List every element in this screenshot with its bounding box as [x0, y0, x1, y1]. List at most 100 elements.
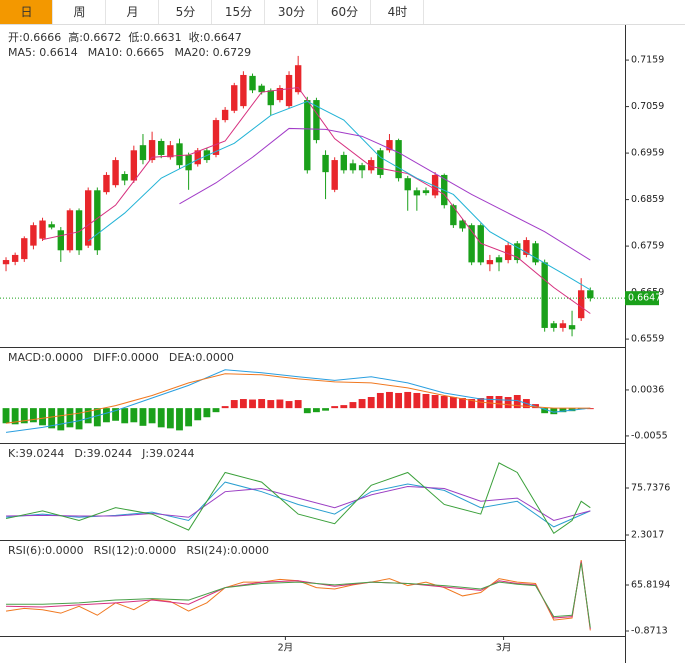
macd-bar	[221, 406, 229, 409]
legend-entry: MA10: 0.6665	[88, 46, 165, 59]
y-tick-label: -0.8713	[631, 626, 668, 637]
legend-entry: RSI(6):0.0000	[8, 544, 84, 557]
candle-body	[413, 190, 421, 196]
macd-bar	[449, 397, 457, 409]
tab[interactable]: 30分	[265, 0, 318, 24]
y-tick-label: 2.3017	[631, 530, 664, 541]
tab-label[interactable]: 60分	[331, 5, 358, 19]
candle-body	[84, 190, 92, 246]
tab-background[interactable]	[371, 0, 423, 24]
tab[interactable]: 月	[106, 0, 159, 24]
candle-body	[523, 240, 530, 255]
tab-background[interactable]	[265, 0, 317, 24]
legend-entry: MACD:0.0000	[8, 351, 83, 364]
macd-bar	[486, 396, 494, 409]
macd-bar	[212, 408, 220, 413]
x-tick-label: 2月	[278, 643, 294, 654]
candle-body	[532, 243, 539, 263]
macd-bar	[203, 408, 211, 418]
macd-bar	[84, 408, 92, 424]
candle-body	[240, 74, 247, 107]
candle-body	[431, 174, 439, 196]
tab-label[interactable]: 15分	[225, 5, 252, 19]
tab[interactable]: 4时	[371, 0, 424, 24]
macd-bar	[495, 396, 503, 409]
macd-bar	[313, 408, 320, 413]
tab-background[interactable]	[318, 0, 370, 24]
candle-body	[395, 140, 402, 179]
candle-body	[304, 100, 311, 171]
macd-bar	[249, 399, 256, 409]
candle-body	[313, 100, 320, 141]
macd-bar	[185, 408, 193, 427]
tab-label[interactable]: 日	[20, 5, 32, 19]
candle-body	[486, 260, 494, 265]
candle-body	[139, 145, 147, 161]
tab[interactable]: 15分	[212, 0, 265, 24]
candle-body	[75, 210, 83, 251]
candle-body	[267, 90, 274, 106]
legend-entry: D:39.0244	[74, 447, 132, 460]
legend-entry: DIFF:0.0000	[93, 351, 159, 364]
candle-body	[495, 257, 503, 263]
y-tick-label: 75.7376	[631, 483, 670, 494]
tab-background[interactable]	[0, 0, 52, 24]
tab[interactable]: 5分	[159, 0, 212, 24]
tab-label[interactable]: 30分	[278, 5, 305, 19]
macd-bar	[285, 401, 293, 409]
candle-body	[57, 230, 64, 251]
macd-bar	[75, 408, 83, 430]
macd-bar	[48, 408, 56, 429]
tab-background[interactable]	[53, 0, 105, 24]
indicator-line	[179, 127, 591, 261]
x-tick-label: 3月	[496, 643, 512, 654]
macd-bar	[176, 408, 183, 431]
candle-body	[212, 120, 220, 155]
candle-body	[231, 85, 238, 111]
macd-bar	[550, 408, 558, 415]
tab-label[interactable]: 周	[73, 5, 85, 19]
macd-bar	[258, 399, 266, 409]
macd-bar	[376, 392, 384, 409]
legend-entry: MA5: 0.6614	[8, 46, 78, 59]
y-tick-label: 0.7059	[631, 101, 664, 112]
candle-body	[468, 225, 475, 263]
ohlc-info: 开:0.6666	[8, 31, 61, 44]
macd-bar	[20, 408, 28, 424]
macd-bar	[157, 408, 165, 428]
indicator-line	[5, 462, 591, 534]
macd-bar	[66, 408, 74, 428]
tab-label[interactable]: 月	[126, 5, 138, 19]
candle-body	[331, 160, 338, 190]
tab[interactable]: 60分	[318, 0, 371, 24]
tab[interactable]: 周	[53, 0, 106, 24]
tab-background[interactable]	[159, 0, 211, 24]
legend-entry: RSI(24):0.0000	[186, 544, 269, 557]
candle-body	[459, 220, 466, 229]
tab-label[interactable]: 5分	[176, 5, 196, 19]
macd-bar	[577, 408, 585, 410]
candle-body	[577, 290, 585, 319]
candle-body	[322, 154, 329, 173]
y-tick-label: 0.6759	[631, 241, 664, 252]
candle-body	[66, 210, 74, 251]
macd-bar	[413, 392, 421, 409]
macd-bar	[477, 398, 485, 409]
tab-label[interactable]: 4时	[388, 5, 408, 19]
macd-bar	[559, 408, 567, 413]
tab[interactable]: 日	[0, 0, 53, 24]
macd-bar	[57, 408, 65, 431]
macd-bar	[103, 408, 110, 423]
tab-background[interactable]	[212, 0, 264, 24]
macd-bar	[267, 400, 275, 409]
indicator-line	[6, 562, 591, 628]
macd-bar	[358, 399, 366, 409]
candle-body	[121, 174, 128, 181]
candle-body	[176, 143, 183, 166]
candle-body	[2, 260, 10, 265]
tab-background[interactable]	[106, 0, 158, 24]
candle-body	[94, 190, 101, 251]
indicator-line	[6, 486, 591, 522]
candle-body	[285, 74, 293, 107]
